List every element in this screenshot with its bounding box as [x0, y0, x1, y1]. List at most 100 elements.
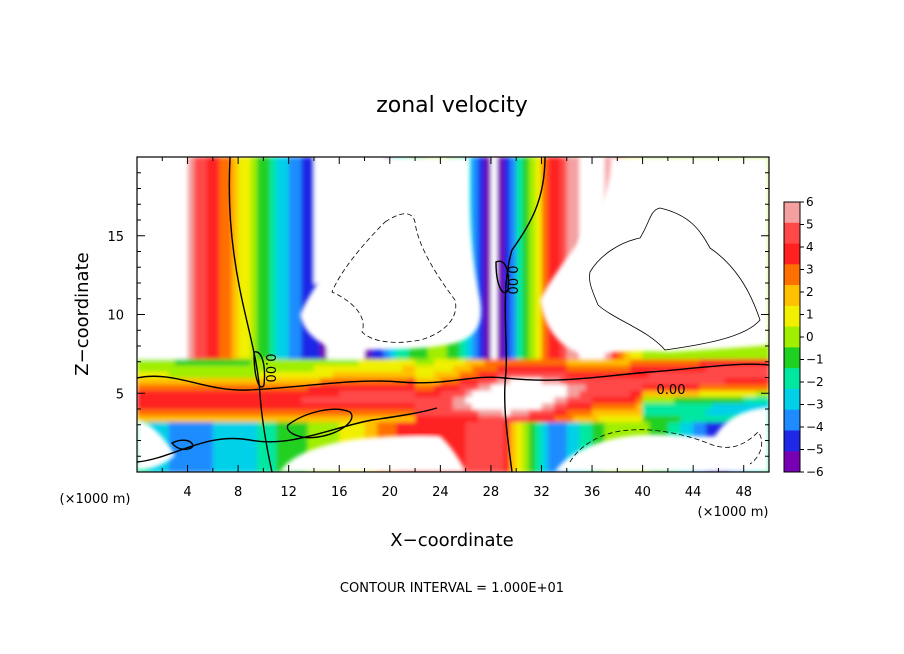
field-cell [282, 188, 290, 196]
field-cell [295, 402, 302, 410]
field-cell [269, 220, 277, 227]
field-cell [535, 257, 543, 265]
field-cell [503, 459, 511, 467]
field-cell [547, 440, 555, 448]
field-cell [231, 465, 239, 472]
field-cell [288, 333, 296, 341]
field-cell [547, 402, 555, 410]
field-cell [598, 427, 606, 435]
field-cell [244, 314, 252, 322]
field-cell [699, 427, 707, 435]
field-cell [282, 194, 290, 202]
field-cell [528, 201, 536, 208]
field-cell [560, 346, 568, 353]
field-cell [421, 402, 429, 410]
field-cell [200, 301, 208, 309]
field-cell [250, 371, 258, 379]
field-cell [187, 270, 195, 278]
field-cell [276, 339, 283, 347]
field-cell [231, 314, 239, 322]
field-cell [661, 358, 669, 366]
field-cell [560, 194, 568, 202]
field-cell [516, 188, 524, 196]
field-cell [212, 182, 220, 190]
field-cell [137, 220, 144, 227]
field-cell [200, 270, 208, 278]
field-cell [244, 301, 252, 309]
field-cell [225, 446, 233, 454]
field-cell [598, 157, 606, 164]
field-cell [193, 320, 201, 328]
field-cell [522, 434, 530, 442]
field-cell [143, 232, 151, 240]
field-cell [528, 257, 536, 265]
field-cell [326, 157, 334, 164]
field-cell [516, 182, 524, 190]
field-cell [282, 232, 290, 240]
field-cell [522, 232, 530, 240]
field-cell [535, 383, 543, 391]
field-cell [187, 226, 195, 234]
field-cell [295, 169, 302, 177]
field-cell [301, 364, 309, 372]
field-cell [174, 415, 182, 423]
field-cell [503, 327, 511, 334]
field-cell [497, 201, 505, 208]
field-cell [541, 175, 549, 183]
field-cell [415, 358, 422, 366]
field-cell [465, 377, 473, 385]
field-cell [212, 157, 220, 164]
field-cell [547, 371, 555, 379]
field-cell [212, 364, 220, 372]
field-cell [604, 383, 612, 391]
field-cell [206, 270, 214, 278]
field-cell [288, 421, 296, 429]
field-cell [421, 383, 429, 391]
field-cell [453, 371, 460, 379]
field-cell [471, 377, 479, 385]
field-cell [181, 276, 189, 284]
field-cell [661, 371, 669, 379]
field-cell [554, 264, 562, 271]
field-cell [434, 346, 441, 353]
field-cell [655, 371, 663, 379]
field-cell [427, 352, 435, 360]
field-cell [231, 289, 239, 297]
field-cell [320, 371, 328, 379]
field-cell [554, 446, 562, 454]
field-cell [212, 453, 220, 460]
field-cell [750, 383, 757, 391]
field-cell [604, 390, 612, 397]
field-cell [402, 383, 410, 391]
field-cell [332, 163, 340, 171]
field-cell [528, 427, 536, 435]
field-cell [238, 238, 246, 246]
field-cell [301, 358, 309, 366]
field-cell [307, 257, 315, 265]
field-cell [351, 396, 359, 404]
field-cell [705, 402, 713, 410]
field-cell [257, 283, 264, 290]
field-cell [313, 194, 321, 202]
field-cell [137, 175, 144, 183]
field-cell [547, 427, 555, 435]
field-cell [566, 402, 574, 410]
field-cell [383, 396, 391, 404]
field-cell [528, 320, 536, 328]
field-cell [225, 352, 233, 360]
field-cell [604, 157, 612, 164]
field-cell [465, 415, 473, 423]
field-cell [155, 409, 163, 416]
field-cell [276, 163, 283, 171]
field-cell [560, 232, 568, 240]
field-cell [351, 434, 359, 442]
field-cell [680, 409, 688, 416]
field-cell [535, 232, 543, 240]
field-cell [446, 440, 454, 448]
field-cell [206, 402, 214, 410]
field-cell [509, 264, 517, 271]
field-cell [143, 409, 151, 416]
field-cell [389, 358, 397, 366]
field-cell [667, 352, 675, 360]
field-cell [263, 188, 271, 196]
